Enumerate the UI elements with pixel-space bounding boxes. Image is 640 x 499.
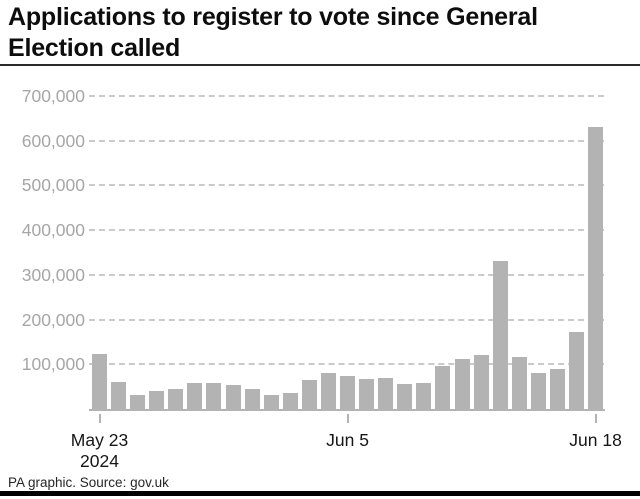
bar <box>320 373 336 409</box>
bar <box>301 379 317 409</box>
bar <box>168 388 184 409</box>
y-axis-tick-label: 100,000 <box>21 354 85 375</box>
bottom-border <box>0 491 640 496</box>
gridline <box>89 318 604 321</box>
y-axis-tick-label: 600,000 <box>21 130 85 151</box>
bar <box>92 354 107 409</box>
y-axis-tick-label: 500,000 <box>21 175 85 196</box>
chart-title: Applications to register to vote since G… <box>8 3 538 62</box>
x-axis-tick-sublabel: 2024 <box>80 451 119 471</box>
gridline <box>89 229 604 231</box>
x-axis-tick-label: Jun 5 <box>326 430 369 450</box>
bar <box>473 355 489 409</box>
bar <box>435 366 451 409</box>
x-axis-tick-label: Jun 18 <box>569 430 622 450</box>
bar <box>569 332 584 409</box>
bar <box>549 369 565 409</box>
title-divider <box>0 64 640 66</box>
gridline <box>89 273 604 276</box>
gridline <box>89 184 604 187</box>
bar <box>530 372 546 409</box>
y-axis-tick-label: 200,000 <box>21 309 85 330</box>
source-caption: PA graphic. Source: gov.uk <box>8 475 169 490</box>
bar <box>340 376 356 409</box>
x-axis-tick-label: May 23 2024 <box>40 430 160 472</box>
bar <box>225 384 241 409</box>
x-axis-line <box>89 409 605 411</box>
bar <box>263 395 279 409</box>
gridline <box>89 363 604 366</box>
y-axis-tick-label: 300,000 <box>21 264 85 285</box>
bar <box>416 382 432 409</box>
bar <box>397 383 413 409</box>
gridline <box>89 94 604 97</box>
x-axis-tick <box>594 414 597 423</box>
bar <box>511 356 527 409</box>
bar <box>206 383 222 409</box>
bar <box>282 393 298 409</box>
bar <box>111 382 127 409</box>
bar <box>244 388 260 409</box>
y-axis-tick-label: 700,000 <box>21 85 85 106</box>
bar <box>130 394 146 409</box>
bar <box>588 126 604 409</box>
x-axis-tick <box>346 414 349 423</box>
bar <box>149 390 165 409</box>
x-axis-tick <box>98 414 101 423</box>
bar <box>378 378 394 409</box>
bar <box>187 383 203 409</box>
bar <box>492 261 508 409</box>
bar <box>454 359 470 409</box>
bar <box>359 379 375 409</box>
gridline <box>89 139 604 142</box>
y-axis-tick-label: 400,000 <box>21 220 85 240</box>
